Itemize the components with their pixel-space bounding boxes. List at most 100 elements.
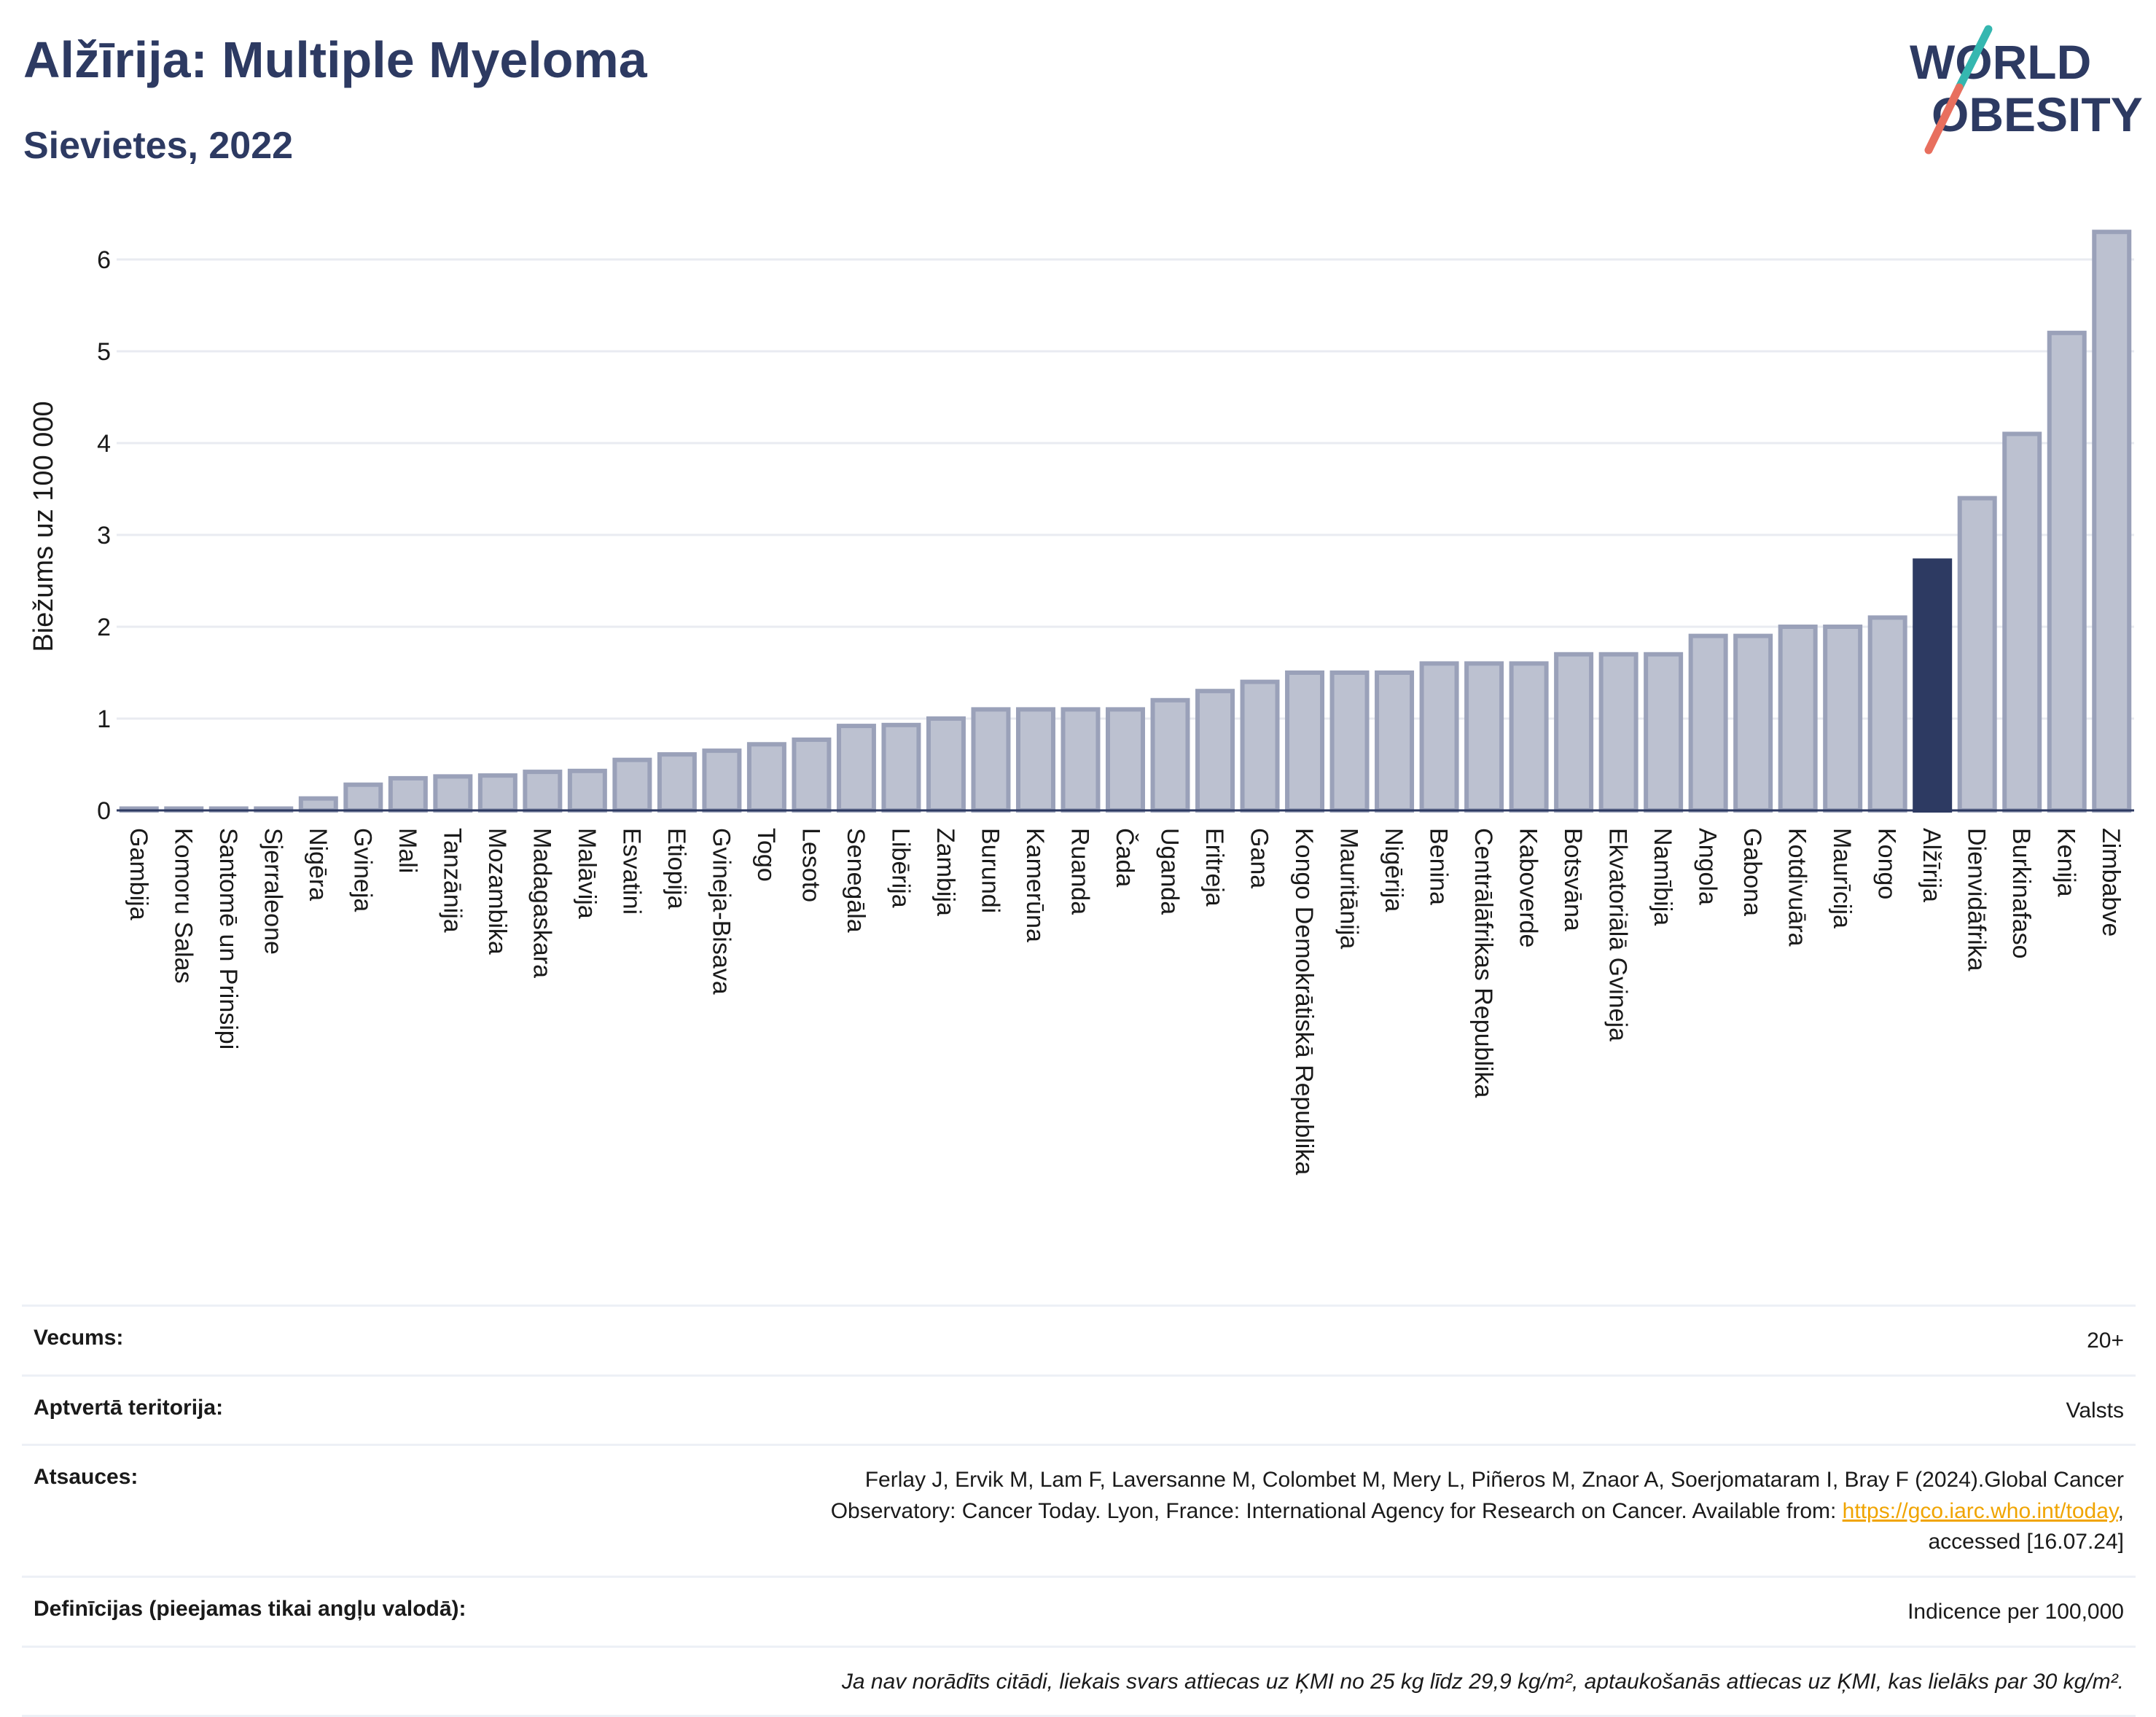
- meta-row-note: Ja nav norādīts citādi, liekais svars at…: [22, 1645, 2136, 1717]
- bar-20: [1015, 707, 1055, 813]
- logo-line1: WORLD: [1910, 35, 2091, 89]
- x-axis-labels: Gambija Komoru Salas Santomē un Prinsipi Sj…: [125, 828, 2125, 1175]
- x-tick-label: Gana: [1246, 828, 1273, 888]
- x-tick-label: Esvatini: [617, 828, 645, 915]
- meta-row-references: Atsauces: Ferlay J, Ervik M, Lam F, Lave…: [22, 1444, 2136, 1576]
- x-tick-label: Etiopija: [663, 828, 690, 910]
- x-tick-label: Gvineja: [348, 828, 376, 912]
- x-tick-label: Burkinafaso: [2007, 828, 2035, 959]
- bar-44: [2092, 230, 2132, 813]
- x-tick-label: Kotdivuāra: [1784, 828, 1811, 947]
- y-tick-label: 1: [97, 705, 111, 733]
- bar-12: [657, 752, 697, 813]
- x-tick-label: Namībija: [1649, 828, 1676, 926]
- meta-references-value: Ferlay J, Ervik M, Lam F, Laversanne M, …: [831, 1465, 2124, 1558]
- ref-line2-end: ,: [2117, 1498, 2124, 1523]
- bar-38: [1823, 625, 1863, 813]
- x-tick-label: Nigēra: [304, 828, 332, 901]
- y-axis-label: Biežums uz 100 000: [28, 401, 59, 652]
- ref-line3: accessed [16.07.24]: [1928, 1530, 2124, 1554]
- page-subtitle: Sievietes, 2022: [23, 125, 294, 167]
- x-tick-label: Mali: [394, 828, 421, 873]
- bar-25: [1240, 679, 1280, 813]
- meta-note: Ja nav norādīts citādi, liekais svars at…: [841, 1669, 2124, 1694]
- meta-definitions-label: Definīcijas (pieejamas tikai angļu valod…: [34, 1596, 466, 1621]
- bar-10: [567, 768, 607, 813]
- bar-7: [433, 774, 473, 813]
- y-tick-label: 5: [97, 338, 111, 366]
- bar-22: [1106, 707, 1145, 813]
- bar-40: [1913, 558, 1953, 813]
- bar-26: [1285, 670, 1325, 813]
- meta-row-territory: Aptvertā teritorija: Valsts: [22, 1374, 2136, 1444]
- bar-33: [1598, 652, 1639, 813]
- bars: [119, 230, 2132, 813]
- metadata-table: Vecums: 20+ Aptvertā teritorija: Valsts …: [22, 1305, 2136, 1717]
- logo-slash-coral: [1924, 83, 1964, 155]
- x-tick-label: Uganda: [1156, 828, 1184, 915]
- x-tick-label: Botsvāna: [1559, 828, 1587, 931]
- x-tick-label: Alžīrija: [1918, 828, 1945, 902]
- page-title: Alžīrija: Multiple Myeloma: [23, 31, 647, 88]
- meta-age-label: Vecums:: [34, 1326, 124, 1350]
- x-tick-label: Senegāla: [842, 828, 870, 933]
- bar-11: [612, 757, 652, 813]
- meta-row-definitions: Definīcijas (pieejamas tikai angļu valod…: [22, 1575, 2136, 1646]
- bar-36: [1733, 633, 1773, 813]
- bar-27: [1329, 670, 1370, 813]
- y-tick-label: 3: [97, 522, 111, 549]
- bar-6: [388, 775, 428, 813]
- x-tick-label: Burundi: [976, 828, 1004, 913]
- x-tick-label: Madagaskara: [528, 828, 555, 978]
- bar-17: [881, 722, 921, 813]
- bar-chart: 0 1 2 3 4 5 6 Gambija Komoru Salas Santomē un Pr…: [28, 230, 2134, 1175]
- meta-territory-label: Aptvertā teritorija:: [34, 1395, 224, 1420]
- x-tick-label: Kamerūna: [1021, 828, 1049, 942]
- x-tick-label: Gvineja-Bisava: [707, 828, 735, 995]
- x-tick-label: Kenija: [2053, 828, 2080, 897]
- logo-line2: OBESITY: [1932, 87, 2143, 141]
- bar-41: [1957, 496, 1997, 813]
- x-tick-label: Zimbabve: [2097, 828, 2125, 936]
- meta-row-age: Vecums: 20+: [22, 1305, 2136, 1374]
- x-tick-label: Gambija: [125, 828, 152, 920]
- bar-13: [702, 748, 742, 813]
- y-tick-label: 2: [97, 614, 111, 641]
- x-tick-label: Malāvija: [573, 828, 601, 919]
- bar-29: [1419, 661, 1459, 813]
- x-tick-label: Angola: [1694, 828, 1722, 905]
- x-tick-label: Kongo Demokrātiskā Republika: [1290, 828, 1318, 1175]
- bar-39: [1867, 615, 1907, 813]
- bar-19: [971, 707, 1011, 813]
- x-tick-label: Centrālāfrikas Republika: [1469, 828, 1497, 1098]
- y-tick-label: 0: [97, 797, 111, 825]
- x-tick-label: Benina: [1425, 828, 1453, 905]
- bar-37: [1778, 625, 1818, 813]
- x-tick-label: Zambija: [931, 828, 959, 916]
- bar-16: [836, 724, 876, 813]
- y-tick-label: 4: [97, 430, 111, 458]
- x-tick-label: Libērija: [886, 828, 914, 908]
- y-tick-label: 6: [97, 246, 111, 274]
- ref-line1: Ferlay J, Ervik M, Lam F, Laversanne M, …: [864, 1468, 2124, 1493]
- bar-15: [792, 737, 832, 813]
- x-tick-label: Kaboverde: [1515, 828, 1542, 947]
- ref-link[interactable]: https://gco.iarc.who.int/today: [1842, 1498, 2118, 1523]
- bar-43: [2047, 330, 2087, 813]
- x-tick-label: Komoru Salas: [169, 828, 197, 984]
- x-tick-label: Dienvidāfrika: [1963, 828, 1991, 971]
- x-tick-label: Kongo: [1873, 828, 1901, 899]
- x-tick-label: Mozambika: [483, 828, 511, 955]
- x-tick-label: Lesoto: [797, 828, 824, 902]
- bar-42: [2002, 431, 2042, 813]
- bar-35: [1688, 633, 1728, 813]
- bar-8: [477, 773, 517, 813]
- bar-24: [1195, 689, 1235, 813]
- x-tick-label: Nigērija: [1380, 828, 1407, 912]
- meta-territory-value: Valsts: [2066, 1398, 2124, 1423]
- meta-references-label: Atsauces:: [34, 1465, 138, 1490]
- logo-slash-teal: [1955, 25, 1993, 92]
- meta-age-value: 20+: [2087, 1329, 2124, 1353]
- bar-14: [746, 742, 786, 813]
- bar-30: [1464, 661, 1504, 813]
